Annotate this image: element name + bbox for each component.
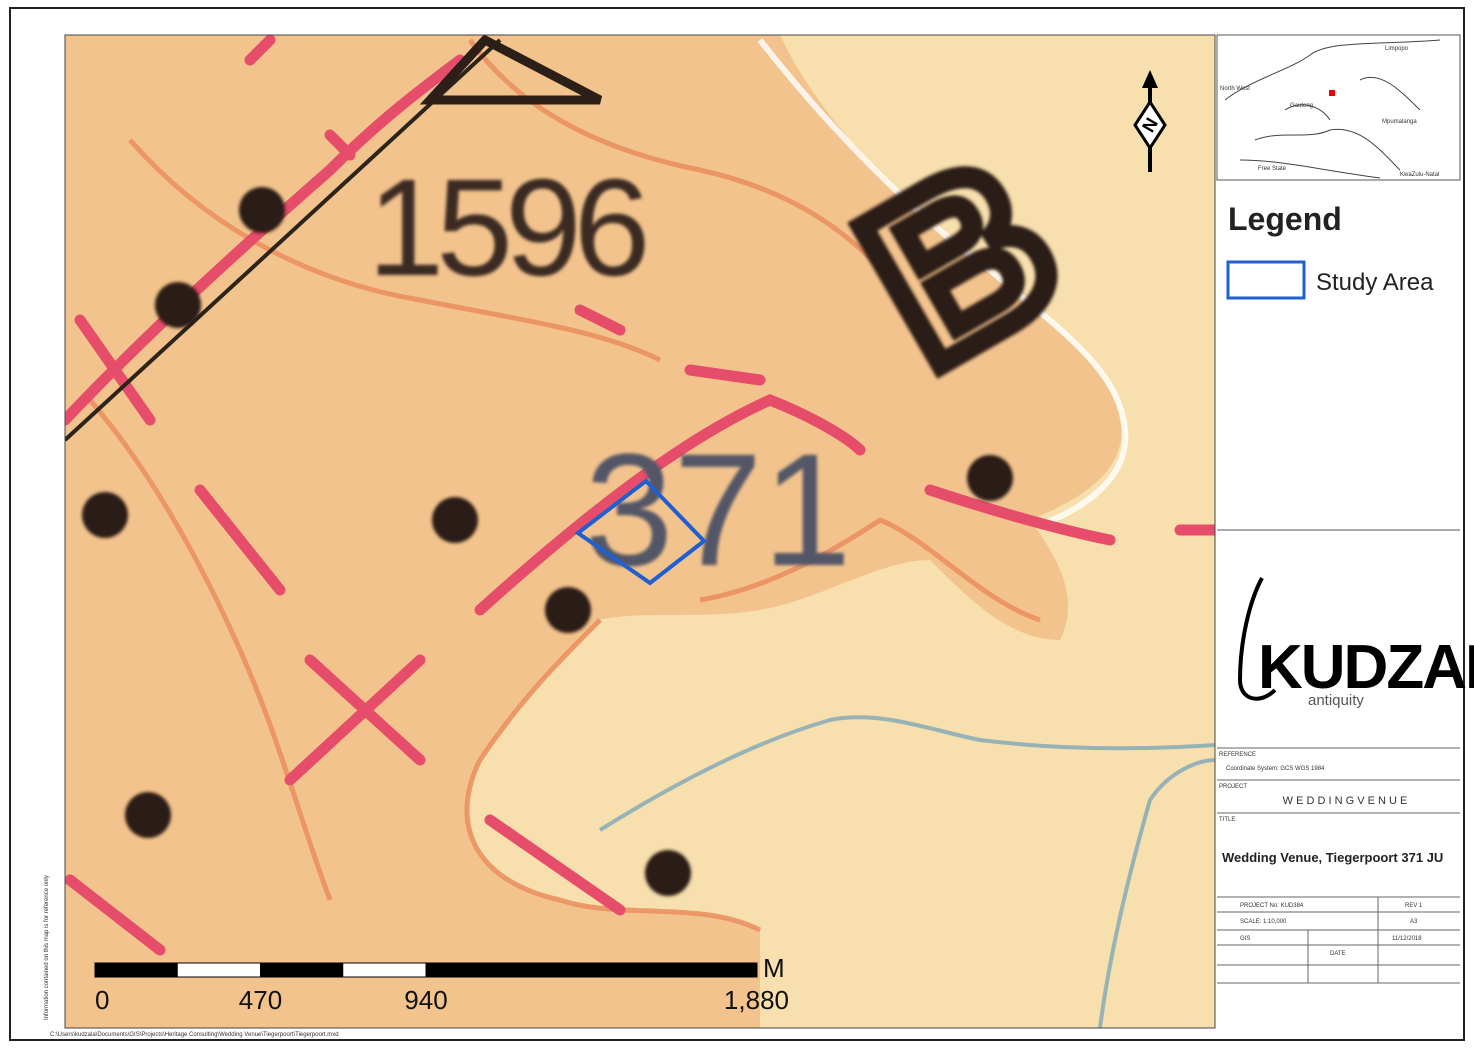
logo-tagline: antiquity	[1308, 692, 1364, 709]
tb-heading: REFERENCE	[1219, 752, 1256, 758]
scale-bar-segment	[261, 963, 344, 977]
inset-label: Free State	[1258, 166, 1287, 172]
inset-label: Gauteng	[1290, 103, 1313, 109]
tb-cell: 11/12/2018	[1392, 936, 1422, 942]
tb-cell: A3	[1410, 919, 1418, 925]
map-page: 1596 371 B N 04709401,880M Information c…	[0, 0, 1474, 1049]
map-label: 371	[585, 420, 852, 599]
legend-label: Study Area	[1316, 269, 1434, 296]
legend-title: Legend	[1228, 201, 1342, 237]
tb-project: W E D D I N G V E N U E	[1283, 795, 1408, 807]
tb-heading: PROJECT	[1219, 784, 1247, 790]
inset-label: Mpumalanga	[1382, 119, 1417, 125]
tb-cell: GIS	[1240, 936, 1250, 942]
side-note: Information contained on this map is for…	[44, 875, 50, 1020]
logo-name: KUDZALA	[1258, 633, 1474, 702]
map-label: 1596	[368, 151, 645, 305]
tb-cell: SCALE: 1:10,000	[1240, 919, 1287, 925]
scale-label: 940	[404, 985, 447, 1015]
tb-cell: REV 1	[1405, 903, 1423, 909]
tb-heading: TITLE	[1219, 817, 1235, 823]
inset-label: North West	[1220, 86, 1250, 92]
scale-label: 0	[95, 985, 109, 1015]
scale-label: 1,880	[724, 985, 789, 1015]
scale-bar-segment	[426, 963, 757, 977]
inset-label: Limpopo	[1385, 46, 1409, 52]
scale-label: 470	[239, 985, 282, 1015]
inset-map: Limpopo North West Gauteng Mpumalanga Fr…	[1217, 35, 1460, 180]
tb-title: Wedding Venue, Tiegerpoort 371 JU	[1222, 850, 1443, 865]
tb-cell: PROJECT No: KUD384	[1240, 903, 1304, 909]
tb-text: Coordinate System: GCS WGS 1984	[1226, 766, 1325, 772]
path-note: C:\Users\kudzala\Documents\GIS\Projects\…	[50, 1032, 339, 1038]
legend-swatch	[1228, 262, 1304, 298]
tb-cell: DATE	[1330, 951, 1346, 957]
scale-unit: M	[763, 953, 785, 983]
scale-bar-segment	[95, 963, 178, 977]
inset-label: KwaZulu-Natal	[1400, 172, 1439, 178]
